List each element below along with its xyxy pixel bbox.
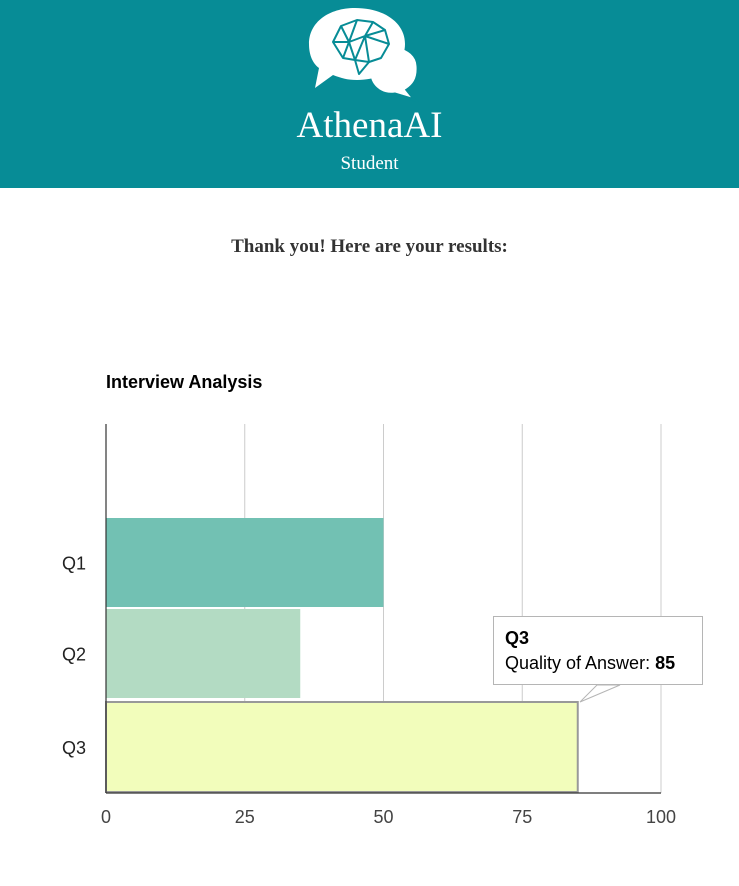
app-header: AthenaAI Student (0, 0, 739, 188)
interview-analysis-chart: Interview Analysis 0 25 50 75 100 Q1 Q2 Q3 (62, 372, 676, 827)
tooltip-value-line: Quality of Answer: 85 (505, 653, 675, 674)
brand-name: AthenaAI (296, 105, 443, 146)
tooltip-value: 85 (655, 653, 676, 673)
tooltip-label: Quality of Answer: (505, 653, 651, 673)
x-tick-label: 75 (512, 807, 532, 827)
brain-chat-bubble-icon (309, 8, 420, 102)
chart-tooltip (493, 616, 703, 685)
x-tick-label: 0 (101, 807, 111, 827)
x-tick-label: 25 (235, 807, 255, 827)
results-message: Thank you! Here are your results: (231, 236, 508, 257)
bar-q2 (106, 609, 301, 698)
x-tick-label: 50 (373, 807, 393, 827)
y-category-label: Q2 (62, 645, 86, 665)
y-category-label: Q1 (62, 554, 86, 574)
x-tick-label: 100 (646, 807, 676, 827)
bar-q1 (106, 518, 384, 607)
tooltip-pointer (579, 684, 621, 703)
y-category-label: Q3 (62, 738, 86, 758)
bar-q3 (105, 701, 579, 793)
chart-title: Interview Analysis (106, 372, 262, 392)
user-role: Student (340, 153, 399, 174)
tooltip-category: Q3 (505, 628, 530, 648)
